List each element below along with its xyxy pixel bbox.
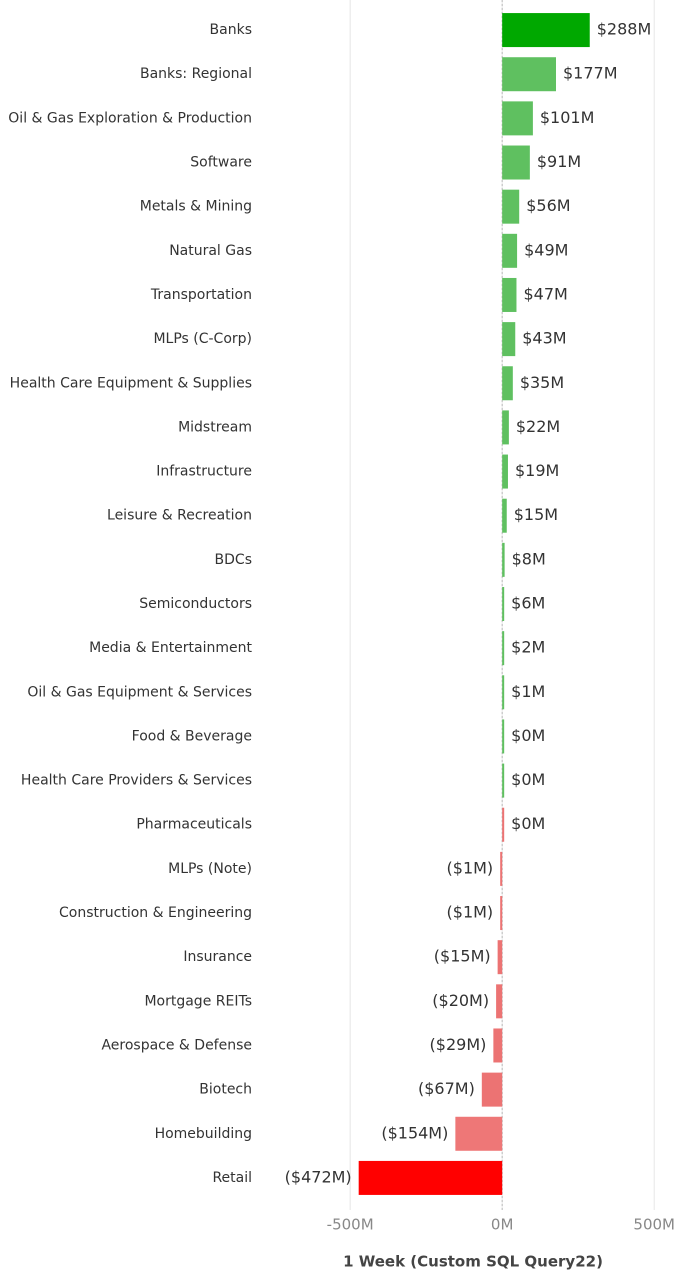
bar — [502, 719, 505, 754]
value-label: ($472M) — [285, 1167, 352, 1186]
bar — [497, 940, 503, 975]
bar — [502, 587, 505, 621]
value-label: $8M — [512, 549, 546, 568]
value-label: ($15M) — [434, 947, 491, 966]
value-label: $35M — [520, 373, 564, 392]
value-label: $0M — [511, 726, 545, 745]
category-label: Media & Entertainment — [89, 640, 252, 656]
value-label: $43M — [522, 329, 566, 348]
bar — [502, 807, 505, 842]
value-label: $91M — [537, 152, 581, 171]
value-label: $6M — [511, 594, 545, 613]
value-label: ($154M) — [381, 1123, 448, 1142]
value-label: $0M — [511, 770, 545, 789]
category-label: Oil & Gas Exploration & Production — [8, 110, 252, 126]
category-label: Oil & Gas Equipment & Services — [27, 684, 252, 700]
value-label: $49M — [524, 240, 568, 259]
bar — [502, 277, 517, 312]
value-label: ($29M) — [430, 1035, 487, 1054]
category-label: Construction & Engineering — [59, 905, 252, 921]
category-label: Insurance — [183, 949, 252, 965]
value-label: $19M — [515, 461, 559, 480]
x-tick-label: -500M — [327, 1216, 374, 1234]
category-label: Health Care Providers & Services — [21, 773, 252, 789]
category-label: Banks — [210, 22, 252, 38]
bar — [455, 1116, 503, 1151]
value-label: $288M — [597, 20, 652, 39]
category-label: BDCs — [215, 552, 252, 568]
category-label: Biotech — [199, 1082, 252, 1098]
category-label: Metals & Mining — [140, 199, 252, 215]
category-label: Food & Beverage — [132, 728, 252, 744]
bar — [502, 57, 556, 92]
bar — [502, 366, 513, 401]
category-label: Banks: Regional — [140, 66, 252, 82]
value-label: $0M — [511, 814, 545, 833]
x-tick-label: 500M — [633, 1216, 675, 1234]
category-label: Semiconductors — [139, 596, 252, 612]
bar — [502, 145, 530, 180]
bar — [502, 322, 516, 357]
value-label: $101M — [540, 108, 595, 127]
value-label: ($1M) — [447, 903, 494, 922]
category-label: Pharmaceuticals — [136, 817, 252, 833]
bar — [502, 631, 505, 666]
bar — [502, 454, 508, 489]
value-label: $177M — [563, 64, 618, 83]
category-label: Software — [190, 155, 252, 171]
category-label: Retail — [212, 1170, 252, 1186]
bar — [493, 1028, 503, 1063]
bar — [502, 542, 505, 577]
category-label: Leisure & Recreation — [107, 508, 252, 524]
x-tick-label: 0M — [491, 1216, 514, 1234]
bar — [502, 763, 505, 798]
bar — [502, 675, 505, 710]
category-label: MLPs (Note) — [168, 861, 252, 877]
bar — [502, 410, 509, 445]
bar — [502, 101, 533, 136]
value-label: $47M — [523, 284, 567, 303]
value-label: $1M — [511, 682, 545, 701]
value-label: ($1M) — [447, 858, 494, 877]
bar — [502, 498, 507, 533]
value-label: $22M — [516, 417, 560, 436]
category-label: Transportation — [150, 287, 252, 303]
value-label: ($67M) — [418, 1079, 475, 1098]
bar — [358, 1160, 503, 1195]
value-label: $56M — [526, 196, 570, 215]
bar — [496, 984, 503, 1019]
category-label: Mortgage REITs — [144, 993, 252, 1009]
category-label: Infrastructure — [156, 464, 252, 480]
bar — [500, 896, 503, 931]
category-label: MLPs (C-Corp) — [153, 331, 252, 347]
category-label: Homebuilding — [155, 1126, 252, 1142]
category-label: Health Care Equipment & Supplies — [10, 375, 252, 391]
category-label: Natural Gas — [169, 243, 252, 259]
category-label: Midstream — [178, 419, 252, 435]
bar — [502, 13, 590, 48]
value-label: $2M — [511, 638, 545, 657]
bar — [481, 1072, 503, 1107]
x-axis-title: 1 Week (Custom SQL Query22) — [343, 1253, 603, 1271]
bar — [500, 851, 503, 886]
bar — [502, 189, 520, 224]
bar — [502, 233, 518, 268]
value-label: $15M — [514, 505, 558, 524]
value-label: ($20M) — [432, 991, 489, 1010]
category-label: Aerospace & Defense — [101, 1037, 252, 1053]
